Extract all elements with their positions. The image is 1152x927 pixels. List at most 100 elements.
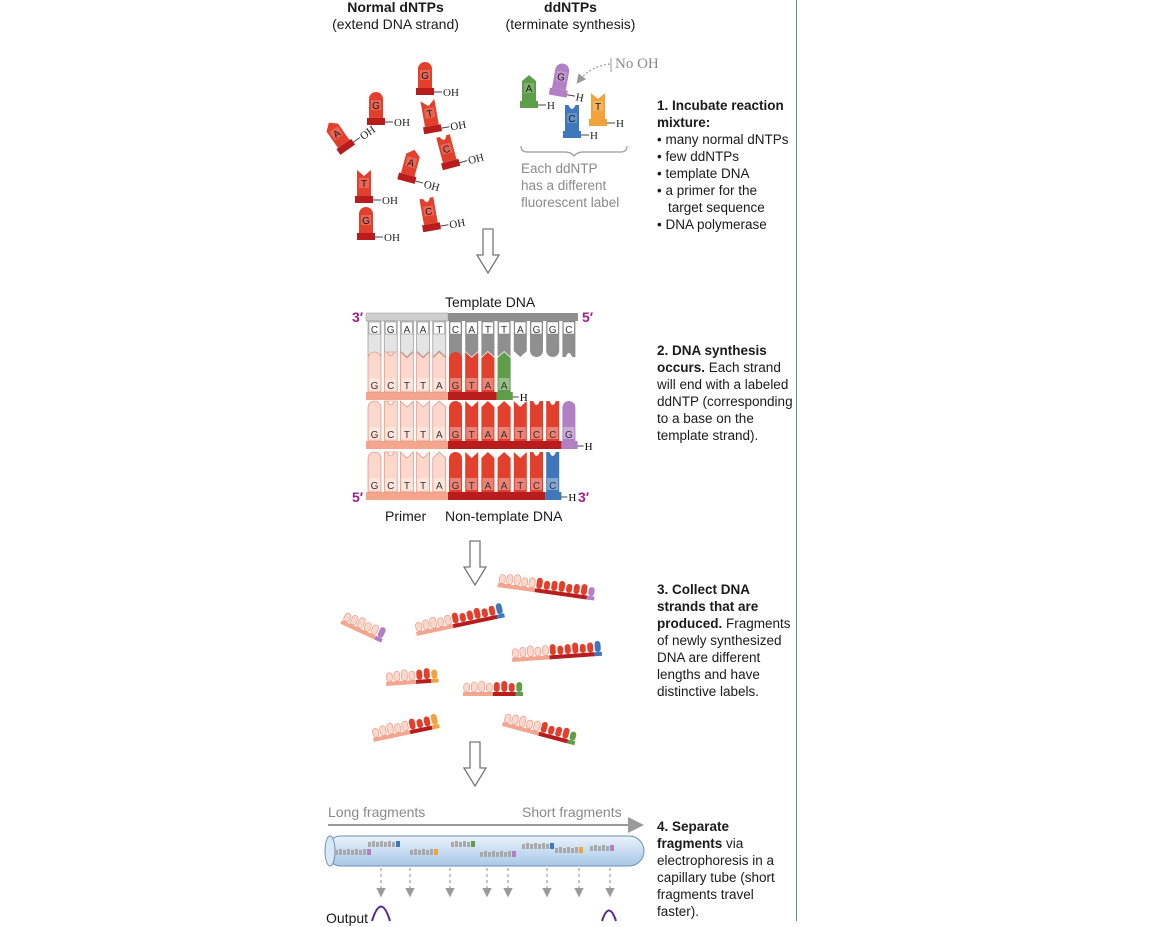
band-tab [347,849,350,855]
nucleotide-body [552,63,570,91]
letter-box [423,107,436,119]
letter-box [482,321,494,335]
letter-box [385,427,397,439]
strand-base-c [383,451,398,493]
fragment [512,641,603,662]
band-tab [335,850,338,855]
fragment-tab [516,682,523,692]
fragment-tab [547,725,555,735]
sugar-base [589,119,607,126]
band-label [471,841,475,847]
letter-box [371,100,381,110]
letter-box [433,427,445,439]
strand-letter: T [517,430,523,441]
fragment-tab [555,726,563,737]
fragment-tab [533,720,541,732]
strand-letter: T [420,430,426,441]
letter-box [563,321,575,335]
band-tab [430,849,433,855]
band-tab [459,842,462,847]
strand-tab [546,401,560,441]
fragment-tab [400,669,408,681]
fragment-tab [572,642,579,654]
step-1-item: a primer for the target sequence [657,182,795,216]
strand-letter: A [436,481,443,492]
strand-tab [449,401,462,441]
step-3-title: 3. Collect DNA strands that are produced… [657,582,759,631]
letter-box [417,378,429,390]
step-1: 1. Incubate reaction mixture: many norma… [657,97,795,233]
strand-tab [449,452,462,492]
fragment-dd [431,723,440,730]
letter-box [417,478,429,490]
h-group: H [520,392,528,404]
letter-box [498,478,510,490]
strand-base-t [400,351,414,393]
strand-base-c [383,351,398,393]
ddntps-subtitle: (terminate synthesis) [505,16,636,32]
dd-backbone [561,441,578,449]
fragment-band [590,845,614,851]
normal-dntps-header: Normal dNTPs (extend DNA strand) [318,0,473,33]
fragment-tab [363,622,372,632]
strand-letter: C [533,481,540,492]
band-tab [339,849,342,855]
bond-line [353,137,361,143]
step-1-item: many normal dNTPs [657,131,795,148]
strand-base-a [432,400,447,442]
template-letter: C [371,325,378,336]
band-tab [526,843,529,849]
band-tab [567,847,570,853]
template-letter: A [420,325,427,336]
letter-box [593,101,603,111]
sugar-base [336,138,356,155]
template-letter: G [387,325,395,336]
letter-box [514,427,526,439]
fragment-tab [569,731,577,741]
strand-three-prime: 3′ [578,489,590,505]
letter-box [420,70,430,80]
letter-box [466,378,478,390]
strand-tab [465,452,479,492]
fragment-tab [588,587,595,597]
band-tab [492,851,495,857]
band-tab [451,842,454,847]
fragment-tab [415,622,423,632]
strand-tab [432,351,447,393]
step-1-title: 1. Incubate reaction mixture: [657,98,784,130]
letter-box [433,321,446,335]
strand-letter: G [565,430,573,441]
h-group: H [575,91,585,104]
ddntp-a: AH [520,75,555,112]
template-letter: C [565,325,572,336]
template-backbone-dark [448,313,578,321]
ddntp-g: GH [548,63,585,105]
base-letter: T [361,179,367,190]
strand-tab [465,401,479,441]
fragment-tab [508,683,515,692]
fragment-tab [350,615,359,626]
band-tab [410,850,413,855]
new-backbone [448,492,546,500]
strand-base-a [497,452,511,492]
dntp-g: G OH [416,62,459,99]
fragment-tab [493,682,500,692]
nucleotide-body [369,92,383,118]
strand-base-t [513,401,527,441]
strand-letter: A [501,481,508,492]
band-tab [351,850,354,855]
step-2-body: Each strand will end with a labeled ddNT… [657,360,793,443]
fragment-tab [486,682,493,693]
letter-box [359,178,369,188]
band-tab [392,842,395,847]
strand-letter: T [404,381,410,392]
fragment-new [549,652,595,660]
fragment-tab [534,646,542,657]
fragment-tab [519,646,527,658]
down-arrow [475,228,501,275]
fragment-tab [511,714,519,726]
strand-letter: T [420,381,426,392]
